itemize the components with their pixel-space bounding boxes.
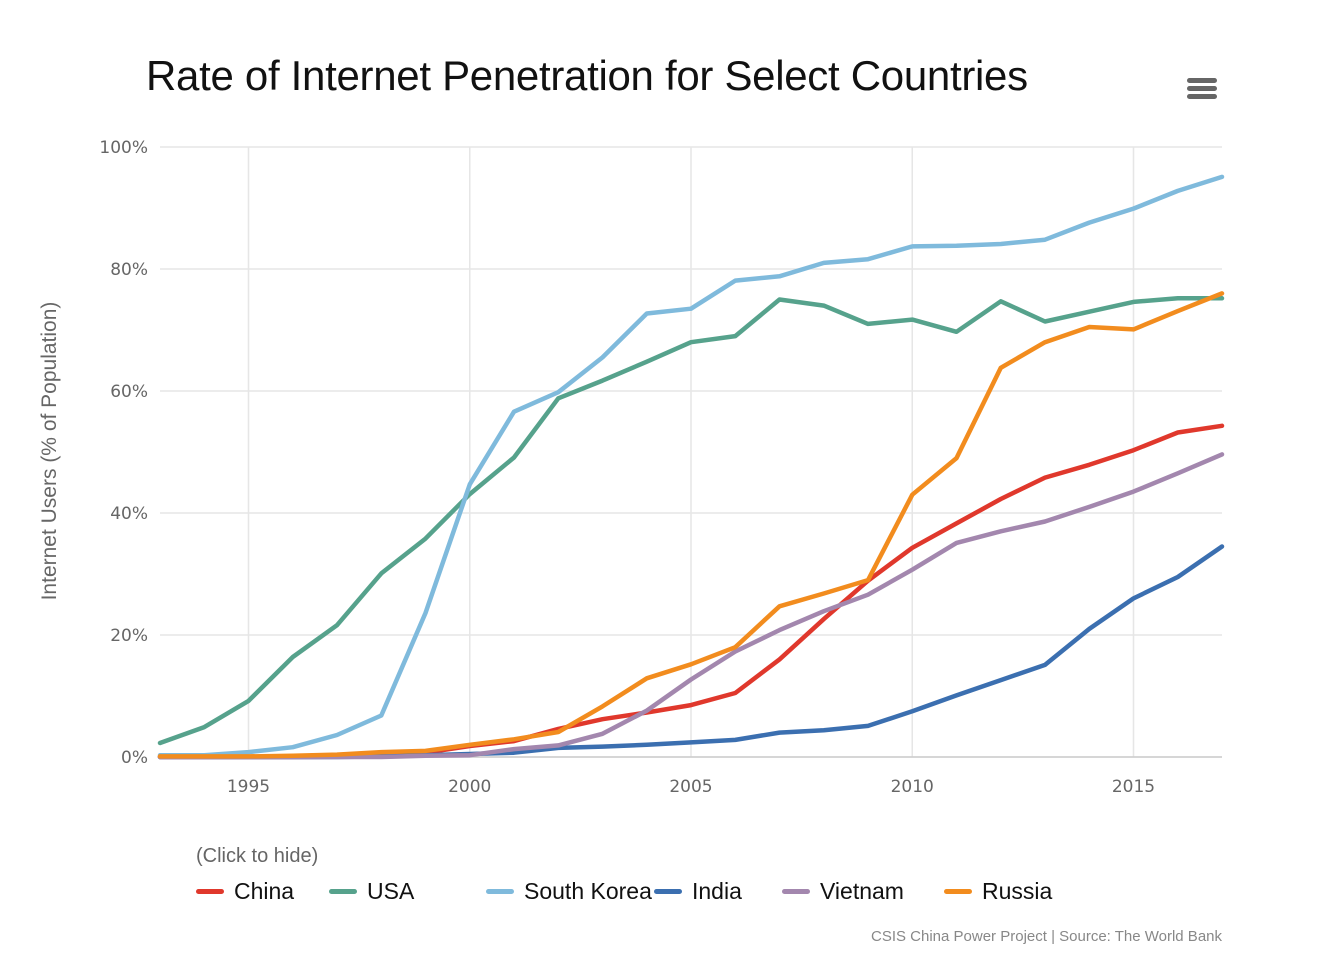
legend-item-usa[interactable]: USA [329, 876, 414, 906]
y-tick-label: 80% [110, 260, 148, 280]
legend-swatch-south-korea [486, 888, 514, 894]
source-credit: CSIS China Power Project | Source: The W… [871, 928, 1222, 945]
legend-label-vietnam: Vietnam [820, 877, 904, 904]
y-tick-label: 100% [99, 138, 148, 158]
legend-item-south-korea[interactable]: South Korea [486, 876, 652, 906]
x-tick-label: 1995 [227, 777, 270, 797]
legend-swatch-russia [944, 888, 972, 894]
y-tick-label: 20% [110, 626, 148, 646]
legend-swatch-china [196, 888, 224, 894]
x-tick-label: 2000 [448, 777, 491, 797]
legend-swatch-vietnam [782, 888, 810, 894]
legend-label-china: China [234, 877, 295, 904]
legend-swatch-usa [329, 888, 357, 894]
legend-item-russia[interactable]: Russia [944, 876, 1052, 906]
legend-label-usa: USA [367, 877, 415, 904]
series-line-south-korea[interactable] [157, 174, 1225, 758]
x-tick-label: 2015 [1112, 777, 1155, 797]
legend-label-south-korea: South Korea [524, 877, 652, 904]
legend-label-india: India [692, 877, 742, 904]
legend-item-china[interactable]: China [196, 876, 294, 906]
x-tick-label: 2010 [891, 777, 934, 797]
series-line-usa[interactable] [157, 296, 1225, 746]
chart-menu-button[interactable] [1184, 74, 1220, 104]
y-tick-label: 0% [121, 748, 148, 768]
legend-label-russia: Russia [982, 877, 1053, 904]
y-tick-label: 40% [110, 504, 148, 524]
legend-item-india[interactable]: India [654, 876, 742, 906]
chart-title: Rate of Internet Penetration for Select … [146, 52, 1028, 99]
legend-swatch-india [654, 888, 682, 894]
x-tick-label: 2005 [669, 777, 712, 797]
hamburger-menu-icon-bar [1187, 86, 1217, 91]
hamburger-menu-icon [1187, 78, 1217, 83]
y-tick-label: 60% [110, 382, 148, 402]
hamburger-menu-icon-bar [1187, 94, 1217, 99]
series-line-russia[interactable] [157, 291, 1225, 759]
legend-item-vietnam[interactable]: Vietnam [782, 876, 904, 906]
series-line-vietnam[interactable] [157, 452, 1225, 760]
legend-hint: (Click to hide) [196, 845, 319, 867]
